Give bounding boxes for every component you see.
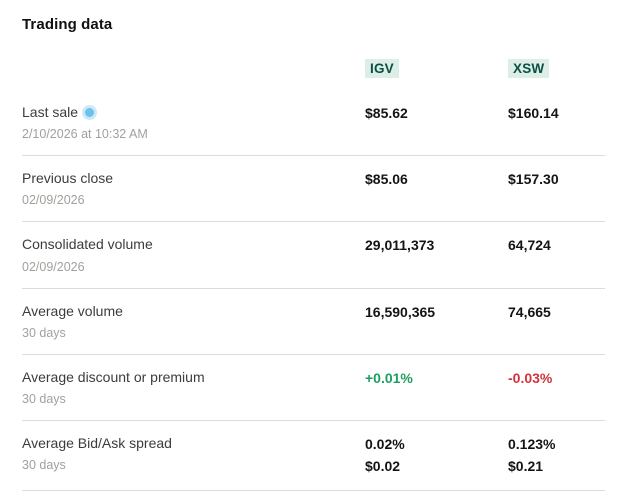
row-sublabel: 02/09/2026	[22, 193, 85, 208]
row-label: Average discount or premium	[22, 368, 365, 386]
row-label-text: Consolidated volume	[22, 236, 153, 253]
row-label-cell: Average discount or premium 30 days	[22, 368, 365, 407]
ticker-badge-xsw: XSW	[508, 59, 550, 78]
row-sublabel: 30 days	[22, 458, 66, 473]
value-igv: 16,590,365	[365, 303, 436, 320]
page-title: Trading data	[22, 16, 113, 33]
value-xsw-dollar: $0.21	[508, 457, 544, 474]
table-header-row: IGV XSW	[22, 57, 605, 90]
value-igv-cell: 0.02% $0.02	[365, 434, 508, 477]
value-xsw: $157.30	[508, 171, 559, 188]
value-xsw: 74,665	[508, 303, 551, 320]
row-sublabel: 30 days	[22, 391, 66, 406]
value-igv-percent: 0.02%	[365, 435, 405, 452]
row-label-text: Average discount or premium	[22, 368, 205, 385]
trading-data-table: IGV XSW Last sale 2/10/2026 at 10:32 AM …	[22, 57, 605, 491]
value-igv: $85.62	[365, 105, 408, 121]
row-label-text: Average Bid/Ask spread	[22, 434, 172, 451]
table-row-average-discount-premium: Average discount or premium 30 days +0.0…	[22, 355, 605, 421]
row-label-text: Last sale	[22, 104, 79, 120]
value-xsw-percent: 0.123%	[508, 435, 556, 452]
value-xsw: 64,724	[508, 237, 551, 254]
row-sublabel: 30 days	[22, 325, 66, 340]
value-igv: $85.06	[365, 171, 408, 188]
row-sublabel: 02/09/2026	[22, 259, 85, 274]
row-label: Average Bid/Ask spread	[22, 434, 365, 452]
table-row-average-bid-ask-spread: Average Bid/Ask spread 30 days 0.02% $0.…	[22, 421, 605, 491]
value-igv: +0.01%	[365, 369, 413, 386]
row-label-cell: Last sale 2/10/2026 at 10:32 AM	[22, 103, 365, 142]
value-igv-dollar: $0.02	[365, 457, 401, 474]
value-xsw: $160.14	[508, 105, 559, 121]
table-row-last-sale: Last sale 2/10/2026 at 10:32 AM $85.62 $…	[22, 90, 605, 157]
ticker-badge-igv: IGV	[365, 59, 399, 78]
column-header-xsw-cell: XSW	[508, 59, 605, 78]
row-label-text: Average volume	[22, 302, 123, 319]
value-igv: 29,011,373	[365, 237, 435, 254]
row-label: Last sale	[22, 103, 365, 121]
table-row-previous-close: Previous close 02/09/2026 $85.06 $157.30	[22, 156, 605, 223]
live-indicator-icon	[85, 107, 95, 117]
column-header-igv-cell: IGV	[365, 59, 508, 78]
table-row-average-volume: Average volume 30 days 16,590,365 74,665	[22, 289, 605, 355]
value-xsw-cell: 0.123% $0.21	[508, 434, 605, 477]
value-xsw: -0.03%	[508, 369, 553, 386]
row-label: Consolidated volume	[22, 235, 365, 253]
row-label-text: Previous close	[22, 170, 114, 187]
row-label-cell: Consolidated volume 02/09/2026	[22, 235, 365, 274]
row-label: Previous close	[22, 169, 365, 187]
row-label-cell: Average Bid/Ask spread 30 days	[22, 434, 365, 473]
table-row-consolidated-volume: Consolidated volume 02/09/2026 29,011,37…	[22, 222, 605, 289]
row-label: Average volume	[22, 302, 365, 320]
row-label-cell: Average volume 30 days	[22, 302, 365, 341]
row-label-cell: Previous close 02/09/2026	[22, 169, 365, 208]
row-sublabel: 2/10/2026 at 10:32 AM	[22, 127, 148, 142]
